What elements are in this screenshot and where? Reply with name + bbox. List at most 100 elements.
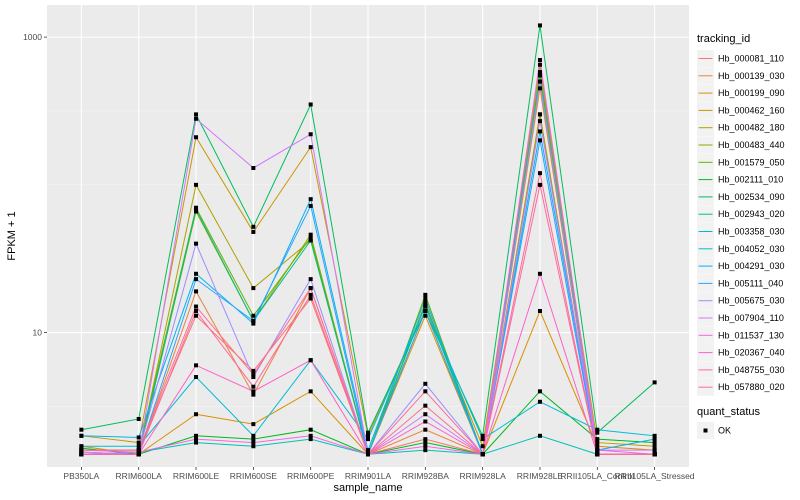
data-point-Hb_002534_090	[79, 427, 84, 432]
data-point-Hb_002111_010	[308, 427, 313, 432]
x-tick-label: RRII105LA_Stressed	[615, 471, 695, 481]
data-point-Hb_057880_020	[423, 403, 428, 408]
data-point-Hb_005111_040	[423, 308, 428, 313]
legend-label: Hb_011537_130	[718, 330, 784, 340]
data-point-Hb_000139_030	[423, 427, 428, 432]
data-point-Hb_004291_030	[79, 433, 84, 438]
legend-label: Hb_000139_030	[718, 71, 785, 81]
legend-label: Hb_007904_110	[718, 313, 784, 323]
x-tick-label: RRIM600LE	[173, 471, 220, 481]
data-point-Hb_000462_160	[308, 145, 313, 150]
data-point-Hb_005111_040	[537, 138, 542, 143]
legend-label: Hb_020367_040	[718, 348, 785, 358]
data-point-Hb_000081_110	[251, 368, 256, 373]
data-point-Hb_000483_440	[308, 232, 313, 237]
data-point-Hb_057880_020	[595, 452, 600, 457]
legend-label: Hb_000462_160	[718, 105, 785, 115]
data-point-Hb_002111_010	[251, 437, 256, 442]
legend-label: Hb_003358_030	[718, 227, 785, 237]
data-point-Hb_057880_020	[480, 452, 485, 457]
data-point-Hb_004291_030	[136, 435, 141, 440]
x-tick-label: RRIM928LA	[459, 471, 506, 481]
x-tick-label: PB350LA	[63, 471, 99, 481]
data-point-Hb_004291_030	[537, 129, 542, 134]
data-point-Hb_005675_030	[537, 79, 542, 84]
data-point-Hb_000081_110	[423, 437, 428, 442]
data-point-Hb_048755_030	[79, 452, 84, 457]
data-point-Hb_004052_030	[136, 444, 141, 449]
data-point-Hb_003358_030	[194, 440, 199, 445]
x-axis-ticks: PB350LA RRIM600LA RRIM600LE RRIM600SE RRIM60…	[63, 467, 695, 481]
legend-item: Hb_000139_030	[697, 67, 785, 85]
legend-label: Hb_002111_010	[718, 175, 783, 185]
data-point-Hb_002943_020	[308, 238, 313, 243]
data-point-Hb_000081_110	[194, 313, 199, 318]
legend-item: Hb_000462_160	[697, 101, 785, 119]
legend-item: Hb_002943_020	[697, 205, 785, 223]
data-point-Hb_000462_160	[652, 444, 657, 449]
x-tick-label: RRII105LA_Control	[560, 471, 634, 481]
legend-label: Hb_002943_020	[718, 209, 785, 219]
data-point-Hb_005675_030	[251, 375, 256, 380]
data-point-Hb_002534_090	[194, 112, 199, 117]
legend-item: Hb_002111_010	[697, 171, 783, 189]
data-point-Hb_007904_110	[251, 166, 256, 171]
data-point-Hb_057880_020	[194, 304, 199, 309]
data-point-Hb_057880_020	[537, 171, 542, 176]
data-point-Hb_004052_030	[79, 444, 84, 449]
data-point-Hb_000199_090	[423, 313, 428, 318]
data-point-Hb_000081_110	[308, 296, 313, 301]
legend-item: Hb_000483_440	[697, 136, 785, 154]
data-point-Hb_048755_030	[423, 389, 428, 394]
data-point-Hb_000483_440	[537, 112, 542, 117]
data-point-Hb_020367_040	[423, 419, 428, 424]
data-point-Hb_020367_040	[537, 271, 542, 276]
legend-item: Hb_003358_030	[697, 223, 785, 240]
legend-item: Hb_007904_110	[697, 309, 784, 327]
data-point-Hb_002534_090	[366, 430, 370, 435]
y-axis-title: FPKM + 1	[6, 211, 18, 260]
data-point-Hb_000199_090	[308, 389, 313, 394]
data-point-Hb_000462_160	[366, 433, 370, 438]
legend-item: Hb_004291_030	[697, 257, 785, 275]
y-tick-label: 10	[33, 328, 43, 338]
data-point-Hb_005111_040	[308, 203, 313, 208]
legend-label: Hb_005675_030	[718, 296, 785, 306]
legend-item: Hb_057880_020	[697, 378, 785, 396]
data-point-Hb_048755_030	[308, 292, 313, 297]
data-point-Hb_002534_090	[251, 224, 256, 229]
x-axis-title: sample_name	[333, 482, 402, 494]
data-point-Hb_002943_020	[537, 73, 542, 78]
data-point-Hb_004291_030	[423, 296, 428, 301]
data-point-Hb_004052_030	[366, 437, 370, 442]
legend-label: Hb_004291_030	[718, 261, 785, 271]
legend-item: Hb_005111_040	[697, 274, 783, 292]
data-point-Hb_057880_020	[652, 452, 657, 457]
data-point-Hb_002943_020	[194, 207, 199, 212]
legend-shape-point-icon	[703, 428, 708, 433]
legend-label: Hb_057880_020	[718, 382, 785, 392]
data-point-Hb_002534_090	[537, 23, 542, 28]
legend-shape-title: quant_status	[697, 406, 760, 418]
data-point-Hb_007904_110	[423, 412, 428, 417]
legend-label: Hb_000081_110	[718, 54, 784, 64]
data-point-Hb_000199_090	[194, 412, 199, 417]
data-point-Hb_057880_020	[79, 448, 84, 453]
data-point-Hb_002111_010	[194, 433, 199, 438]
data-point-Hb_005675_030	[308, 277, 313, 282]
x-tick-label: RRIM600PE	[287, 471, 335, 481]
data-point-Hb_004052_030	[194, 375, 199, 380]
legend-label: Hb_004052_030	[718, 244, 785, 254]
data-point-Hb_005111_040	[251, 318, 256, 323]
data-point-Hb_000482_180	[194, 182, 199, 187]
data-point-Hb_002943_020	[423, 302, 428, 307]
legend-item: Hb_011537_130	[697, 326, 784, 344]
legend-label: Hb_000482_180	[718, 123, 785, 133]
y-axis-ticks: 10 1000	[23, 32, 47, 338]
legend-label: Hb_000199_090	[718, 88, 785, 98]
data-point-Hb_007904_110	[79, 450, 84, 455]
legend-label: Hb_000483_440	[718, 140, 785, 150]
legend-item: Hb_004052_030	[697, 240, 785, 258]
data-point-Hb_011537_130	[136, 450, 141, 455]
